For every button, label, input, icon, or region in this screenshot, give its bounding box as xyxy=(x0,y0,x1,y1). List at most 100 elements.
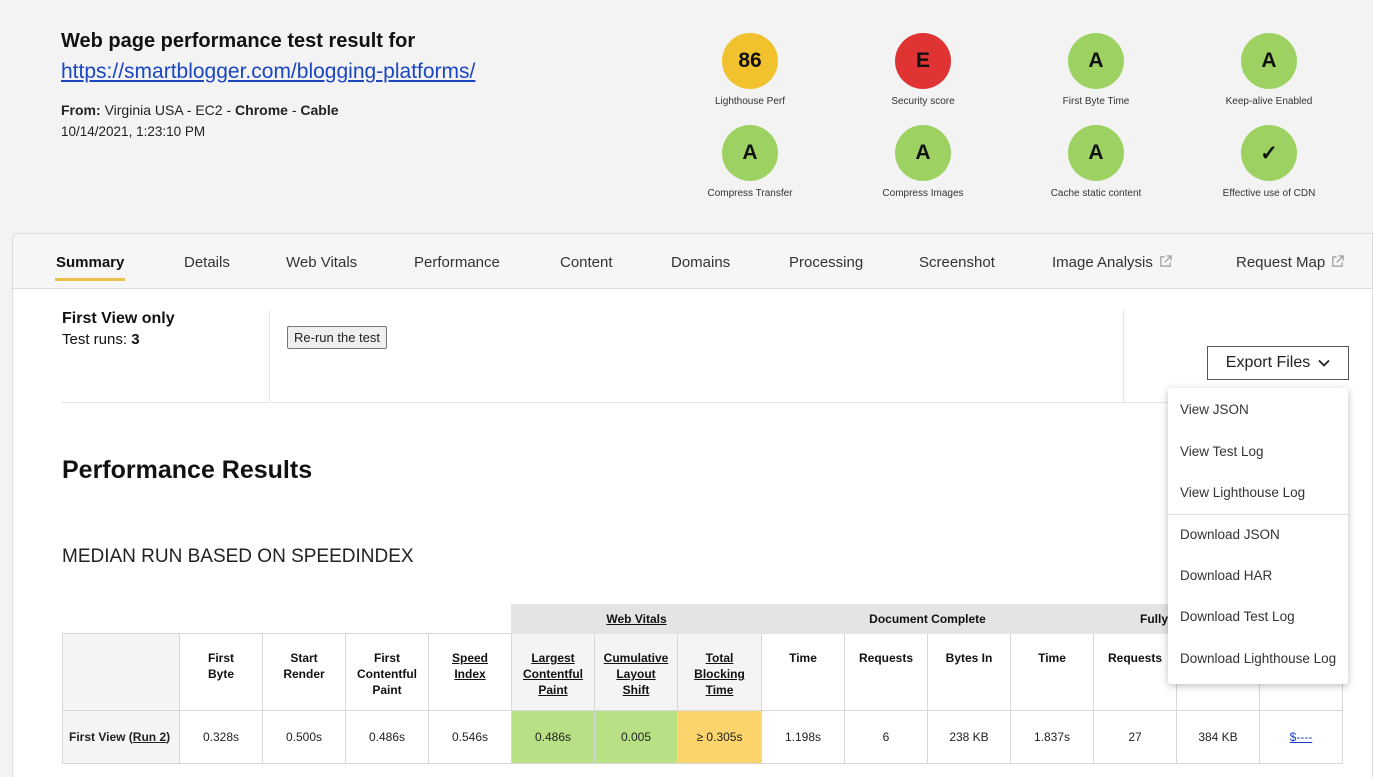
grade-compress-images[interactable]: A Compress Images xyxy=(858,125,988,199)
cell-dc-requests: 6 xyxy=(844,710,928,764)
grade-label: Compress Transfer xyxy=(707,188,793,199)
tab-screenshot[interactable]: Screenshot xyxy=(919,254,995,271)
header-text: Index xyxy=(454,667,486,681)
tab-bar: Summary Details Web Vitals Performance C… xyxy=(13,234,1372,289)
export-files-button[interactable]: Export Files xyxy=(1207,346,1349,380)
cell-cost: $---- xyxy=(1259,710,1343,764)
external-link-icon xyxy=(1160,255,1172,267)
grade-compress-transfer[interactable]: A Compress Transfer xyxy=(685,125,815,199)
group-document-complete: Document Complete xyxy=(761,604,1094,634)
test-runs-label: Test runs: xyxy=(62,331,132,348)
grade-circle: A xyxy=(895,125,951,181)
header-dc-time: Time xyxy=(761,633,845,711)
group-web-vitals[interactable]: Web Vitals xyxy=(511,604,762,634)
header-lcp[interactable]: Largest Contentful Paint xyxy=(511,633,595,711)
header-text: Blocking xyxy=(694,667,745,681)
grade-cdn[interactable]: ✓ Effective use of CDN xyxy=(1204,125,1334,199)
header-text: Total xyxy=(705,651,734,665)
run-link[interactable]: Run 2 xyxy=(132,730,167,744)
header-text: Paint xyxy=(372,683,402,697)
header-blank xyxy=(62,633,180,711)
header-text: Start xyxy=(290,651,318,665)
header-cls[interactable]: Cumulative Layout Shift xyxy=(594,633,678,711)
cost-link[interactable]: $---- xyxy=(1289,730,1313,744)
cell-start-render: 0.500s xyxy=(262,710,346,764)
tab-details[interactable]: Details xyxy=(184,254,230,271)
performance-results-heading: Performance Results xyxy=(62,456,313,484)
connection-text: Cable xyxy=(300,102,339,118)
test-runs: Test runs: 3 xyxy=(62,331,269,348)
grade-circle: A xyxy=(1068,125,1124,181)
grade-circle: 86 xyxy=(722,33,778,89)
table-header-row: First Byte Start Render First Contentful Pai… xyxy=(62,633,1343,711)
grade-label: Cache static content xyxy=(1050,188,1142,199)
cell-lcp: 0.486s xyxy=(511,710,595,764)
grade-label: First Byte Time xyxy=(1062,96,1130,107)
cell-cls: 0.005 xyxy=(594,710,678,764)
tab-summary[interactable]: Summary xyxy=(54,254,126,281)
header-first-byte: First Byte xyxy=(179,633,263,711)
grade-security-score[interactable]: E Security score xyxy=(858,33,988,107)
chevron-down-icon xyxy=(1318,359,1330,367)
menu-item-download-json[interactable]: Download JSON xyxy=(1180,527,1280,542)
tab-content[interactable]: Content xyxy=(560,254,613,271)
grade-label: Security score xyxy=(891,96,955,107)
tab-performance[interactable]: Performance xyxy=(414,254,500,271)
menu-item-download-test-log[interactable]: Download Test Log xyxy=(1180,609,1295,624)
location-text: Virginia USA - EC2 xyxy=(104,102,223,118)
cell-dc-time: 1.198s xyxy=(761,710,845,764)
from-label: From: xyxy=(61,102,101,118)
header-fl-requests: Requests xyxy=(1093,633,1177,711)
tab-label: Request Map xyxy=(1236,254,1326,271)
tab-image-analysis[interactable]: Image Analysis xyxy=(1052,254,1172,271)
menu-item-download-lighthouse-log[interactable]: Download Lighthouse Log xyxy=(1180,651,1337,666)
browser-text: Chrome xyxy=(235,102,288,118)
header-dc-bytes: Bytes In xyxy=(927,633,1011,711)
grade-cache-static[interactable]: A Cache static content xyxy=(1031,125,1161,199)
header-text: Paint xyxy=(538,683,568,697)
test-location: From: Virginia USA - EC2 - Chrome - Cabl… xyxy=(61,102,339,118)
menu-item-download-har[interactable]: Download HAR xyxy=(1180,568,1273,583)
header-fl-time: Time xyxy=(1010,633,1094,711)
results-card: Summary Details Web Vitals Performance C… xyxy=(12,233,1373,777)
cell-speed-index: 0.546s xyxy=(428,710,512,764)
row-label: First View (Run 2) xyxy=(62,710,180,764)
cell-fcp: 0.486s xyxy=(345,710,429,764)
median-run-heading: MEDIAN RUN BASED ON SPEEDINDEX xyxy=(62,546,414,567)
table-row: First View (Run 2) 0.328s 0.500s 0.486s … xyxy=(62,710,1343,764)
menu-item-view-test-log[interactable]: View Test Log xyxy=(1180,444,1264,459)
grade-lighthouse-perf[interactable]: 86 Lighthouse Perf xyxy=(685,33,815,107)
grade-keep-alive[interactable]: A Keep-alive Enabled xyxy=(1204,33,1334,107)
header-text: Shift xyxy=(622,683,650,697)
tab-web-vitals[interactable]: Web Vitals xyxy=(286,254,358,271)
header-speed-index[interactable]: Speed Index xyxy=(428,633,512,711)
view-summary: First View only Test runs: 3 xyxy=(62,310,270,402)
test-runs-value: 3 xyxy=(131,331,140,348)
header-fcp: First Contentful Paint xyxy=(345,633,429,711)
external-link-icon xyxy=(1332,255,1344,267)
rerun-test-button[interactable]: Re-run the test xyxy=(287,326,387,349)
menu-divider xyxy=(1168,514,1348,515)
tab-request-map[interactable]: Request Map xyxy=(1236,254,1344,271)
tab-label: Image Analysis xyxy=(1052,254,1153,271)
group-label: Web Vitals xyxy=(606,612,667,626)
cell-tbt: ≥ 0.305s xyxy=(677,710,762,764)
tested-url-link[interactable]: https://smartblogger.com/blogging-platfo… xyxy=(61,60,476,83)
header-text: Time xyxy=(705,683,734,697)
cell-first-byte: 0.328s xyxy=(179,710,263,764)
tab-domains[interactable]: Domains xyxy=(671,254,731,271)
header-tbt[interactable]: Total Blocking Time xyxy=(677,633,762,711)
header-text: Contentful xyxy=(357,667,417,681)
cell-dc-bytes: 238 KB xyxy=(927,710,1011,764)
test-date: 10/14/2021, 1:23:10 PM xyxy=(61,124,206,139)
grade-first-byte-time[interactable]: A First Byte Time xyxy=(1031,33,1161,107)
header-start-render: Start Render xyxy=(262,633,346,711)
menu-item-view-lighthouse-log[interactable]: View Lighthouse Log xyxy=(1180,485,1306,500)
separator: - xyxy=(222,102,236,118)
tab-processing[interactable]: Processing xyxy=(789,254,864,271)
grade-circle: E xyxy=(895,33,951,89)
export-label: Export Files xyxy=(1225,354,1311,371)
cell-fl-requests: 27 xyxy=(1093,710,1177,764)
header-text: Byte xyxy=(207,667,234,681)
menu-item-view-json[interactable]: View JSON xyxy=(1180,402,1249,417)
